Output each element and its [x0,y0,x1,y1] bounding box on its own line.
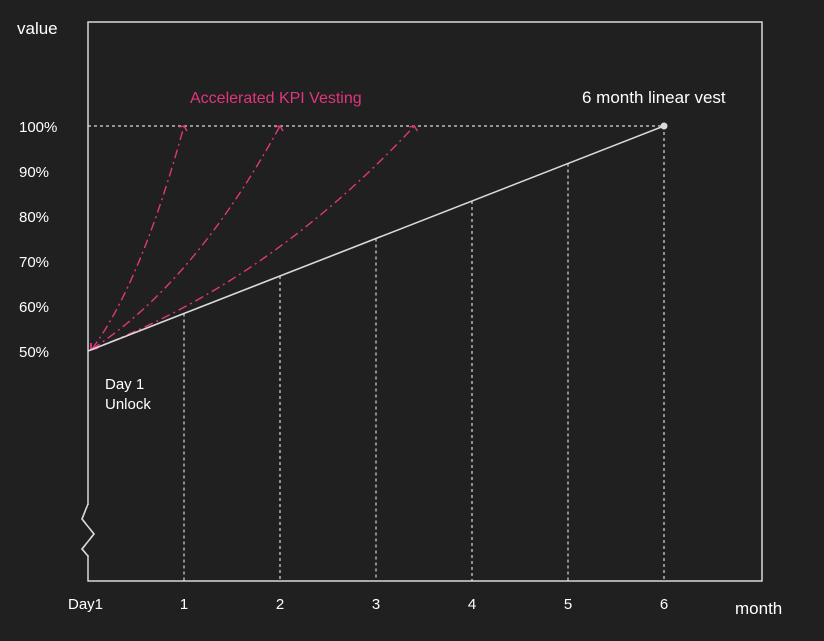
accelerated-arrow-end-1 [178,125,188,132]
guide-lines [88,125,665,581]
accelerated-curve-1 [91,125,185,350]
accelerated-curve-3 [91,125,415,350]
day1-unlock-line1: Day 1 [105,376,144,393]
linear-vest-endpoint [660,122,668,130]
y-tick-labels: 50% 60% 70% 80% 90% 100% [19,119,57,361]
y-tick-label: 100% [19,119,57,136]
x-tick-label: 2 [276,596,284,613]
axis-break-gap [86,505,90,555]
x-tick-label: 3 [372,596,380,613]
linear-series-label: 6 month linear vest [582,88,726,107]
accelerated-series-label: Accelerated KPI Vesting [190,90,362,107]
x-tick-label: Day1 [68,596,103,613]
accelerated-vesting-curves [90,125,419,351]
y-tick-label: 50% [19,344,49,361]
accelerated-curve-2 [91,125,281,350]
y-axis-label: value [17,19,58,38]
x-tick-labels: Day1 1 2 3 4 5 6 [68,596,668,613]
y-tick-label: 90% [19,164,49,181]
accelerated-arrow-end-3 [409,125,419,132]
plot-frame [87,21,763,582]
x-tick-label: 6 [660,596,668,613]
accelerated-arrow-end-2 [274,125,284,132]
linear-vest-series [87,122,668,352]
linear-vest-line [87,125,665,352]
x-tick-label: 5 [564,596,572,613]
x-axis-label: month [735,599,782,618]
x-tick-label: 4 [468,596,476,613]
y-tick-label: 60% [19,299,49,316]
y-tick-label: 70% [19,254,49,271]
day1-unlock-line2: Unlock [105,396,151,413]
y-tick-label: 80% [19,209,49,226]
x-tick-label: 1 [180,596,188,613]
